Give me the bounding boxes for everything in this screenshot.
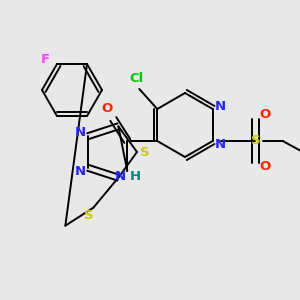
Text: H: H [130, 169, 141, 182]
Text: N: N [215, 100, 226, 112]
Text: F: F [40, 52, 50, 65]
Text: Cl: Cl [129, 71, 143, 85]
Text: S: S [251, 134, 260, 148]
Text: N: N [115, 169, 126, 182]
Text: O: O [102, 103, 113, 116]
Text: N: N [75, 126, 86, 139]
Text: S: S [83, 209, 93, 222]
Text: N: N [215, 137, 226, 151]
Text: N: N [75, 165, 86, 178]
Text: O: O [259, 160, 270, 173]
Text: S: S [140, 146, 150, 158]
Text: O: O [259, 109, 270, 122]
